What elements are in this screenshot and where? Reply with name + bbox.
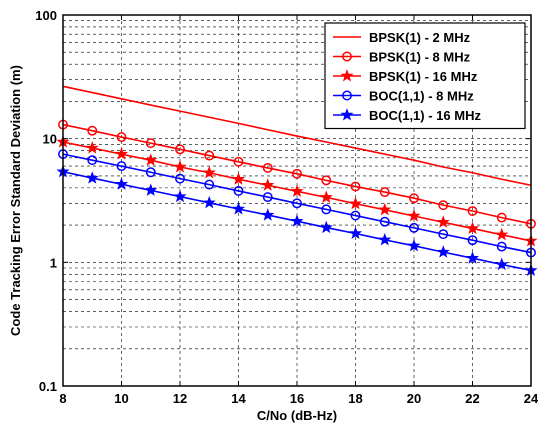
data-point xyxy=(85,141,99,154)
legend-swatch-marker xyxy=(340,108,354,121)
x-tick-label: 8 xyxy=(59,391,66,406)
data-point xyxy=(202,165,216,179)
series-1 xyxy=(62,85,532,187)
series-layer xyxy=(56,85,538,276)
legend-swatch-marker xyxy=(342,51,352,62)
data-point xyxy=(202,195,216,209)
data-point xyxy=(114,147,129,160)
data-point xyxy=(467,206,478,216)
legend-entry: BPSK(1) - 16 MHz xyxy=(333,69,478,84)
data-point xyxy=(116,132,127,143)
legend-label: BOC(1,1) - 8 MHz xyxy=(369,89,474,104)
data-point xyxy=(144,153,158,166)
data-point xyxy=(496,241,507,252)
data-point xyxy=(350,210,361,221)
data-point xyxy=(145,167,156,178)
x-axis-title: C/No (dB-Hz) xyxy=(257,408,337,423)
data-point xyxy=(436,215,450,228)
data-point xyxy=(378,232,392,246)
y-axis-title: Code Tracking Error Standard Deviation (… xyxy=(8,65,23,336)
data-point xyxy=(87,125,98,136)
data-point xyxy=(496,212,507,223)
y-tick-label: 1 xyxy=(50,255,57,270)
data-point xyxy=(409,193,419,204)
data-point xyxy=(495,257,509,271)
x-tick-label: 10 xyxy=(114,391,128,406)
series-line xyxy=(62,153,532,254)
data-point xyxy=(438,200,449,211)
data-point xyxy=(231,202,246,215)
legend-label: BPSK(1) - 2 MHz xyxy=(369,30,471,45)
legend-label: BPSK(1) - 8 MHz xyxy=(369,50,471,65)
data-point xyxy=(204,150,215,161)
data-point xyxy=(292,168,302,179)
data-point xyxy=(290,184,304,197)
data-point xyxy=(175,173,185,184)
y-tick-label: 10 xyxy=(43,132,57,147)
data-point xyxy=(319,220,333,234)
data-point xyxy=(144,183,158,196)
data-point xyxy=(467,235,478,246)
legend-label: BPSK(1) - 16 MHz xyxy=(369,69,478,84)
data-point xyxy=(379,216,390,227)
data-point xyxy=(409,222,419,233)
y-tick-label: 0.1 xyxy=(39,379,57,394)
data-point xyxy=(145,138,156,149)
data-point xyxy=(436,245,450,258)
legend-swatch-marker xyxy=(342,90,352,101)
data-point xyxy=(116,161,127,172)
data-point xyxy=(495,227,509,241)
legend-entry: BPSK(1) - 2 MHz xyxy=(333,30,471,45)
x-tick-label: 22 xyxy=(465,391,479,406)
data-point xyxy=(87,155,98,166)
series-line xyxy=(62,85,532,187)
x-tick-label: 18 xyxy=(348,391,362,406)
legend-entry: BPSK(1) - 8 MHz xyxy=(333,50,471,65)
series-3 xyxy=(56,135,538,247)
data-point xyxy=(262,162,273,173)
legend: BPSK(1) - 2 MHz BPSK(1) - 8 MHz BPSK(1) - … xyxy=(324,22,526,130)
data-point xyxy=(262,192,273,203)
data-point xyxy=(321,204,332,215)
legend-swatch-marker xyxy=(340,69,354,82)
data-point xyxy=(378,202,392,216)
data-point xyxy=(438,229,449,240)
data-point xyxy=(321,175,332,186)
series-2 xyxy=(58,119,536,229)
data-point xyxy=(350,181,361,192)
data-point xyxy=(292,198,302,209)
data-point xyxy=(261,178,275,191)
data-point xyxy=(348,196,363,210)
data-point xyxy=(204,179,215,190)
data-point xyxy=(85,171,99,184)
data-point xyxy=(407,209,421,222)
data-point xyxy=(379,187,390,198)
data-point xyxy=(319,190,333,203)
x-tick-label: 16 xyxy=(290,391,304,406)
x-tick-label: 14 xyxy=(231,391,246,406)
legend-entry: BOC(1,1) - 16 MHz xyxy=(333,108,481,123)
ticks: 8 10 12 14 16 18 20 22 24 0.1 1 10 100 xyxy=(35,8,538,406)
data-point xyxy=(465,251,480,264)
data-point xyxy=(175,144,185,155)
data-point xyxy=(290,214,304,227)
data-point xyxy=(114,177,129,190)
x-tick-label: 20 xyxy=(407,391,421,406)
series-line xyxy=(62,123,532,225)
data-point xyxy=(465,221,480,234)
x-tick-label: 24 xyxy=(524,391,538,406)
data-point xyxy=(173,189,187,203)
y-tick-label: 100 xyxy=(35,8,57,23)
data-point xyxy=(348,226,363,240)
data-point xyxy=(233,156,244,167)
legend-entry: BOC(1,1) - 8 MHz xyxy=(333,89,474,104)
data-point xyxy=(231,172,246,185)
data-point xyxy=(173,160,187,173)
x-tick-label: 12 xyxy=(173,391,187,406)
data-point xyxy=(233,185,244,196)
data-point xyxy=(261,208,275,221)
data-point xyxy=(407,238,421,252)
legend-label: BOC(1,1) - 16 MHz xyxy=(369,108,481,123)
